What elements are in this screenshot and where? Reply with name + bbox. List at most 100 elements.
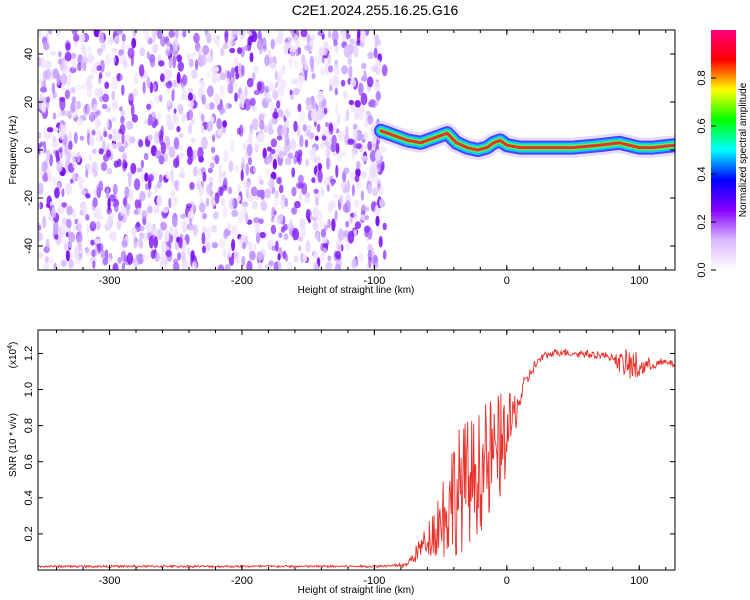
heatmap-cell xyxy=(324,140,331,148)
heatmap-cell xyxy=(57,58,62,65)
heatmap-cell xyxy=(317,169,323,183)
heatmap-cell xyxy=(297,149,303,158)
heatmap-cell xyxy=(245,181,251,193)
heatmap-cell xyxy=(165,142,171,151)
y-tick-label: 0.4 xyxy=(23,490,35,505)
heatmap-cell xyxy=(353,229,357,237)
heatmap-cell xyxy=(235,72,240,80)
colorbar-axis: 0.0 0.2 0.4 0.6 0.8 xyxy=(696,70,716,278)
heatmap-cell xyxy=(341,30,347,42)
heatmap-cell xyxy=(211,73,218,84)
heatmap-cell xyxy=(375,215,380,227)
heatmap-cell xyxy=(38,225,42,231)
colorbar-tick-label: 0.0 xyxy=(696,262,708,277)
heatmap-cell xyxy=(38,202,41,210)
heatmap-cell xyxy=(248,193,254,203)
heatmap-cell xyxy=(204,103,210,110)
heatmap-cell xyxy=(330,180,335,187)
heatmap-cell xyxy=(349,216,353,223)
heatmap-cell xyxy=(172,217,178,228)
colorbar-tick-label: 0.6 xyxy=(696,118,708,133)
heatmap-cell xyxy=(201,94,206,105)
heatmap-cell xyxy=(314,135,319,141)
heatmap-cell xyxy=(241,201,249,208)
heatmap-cell xyxy=(249,250,256,261)
heatmap-cell xyxy=(341,65,348,75)
heatmap-cell xyxy=(278,232,283,238)
heatmap-cell xyxy=(272,111,279,119)
heatmap-cell xyxy=(305,240,311,253)
heatmap-cell xyxy=(68,131,72,142)
heatmap-cell xyxy=(237,62,242,73)
heatmap-cell xyxy=(120,250,126,262)
heatmap-cell xyxy=(135,221,141,228)
heatmap-cell xyxy=(246,77,254,88)
heatmap-cell xyxy=(165,229,170,242)
heatmap-cell xyxy=(174,180,179,191)
heatmap-cell xyxy=(162,207,169,214)
heatmap-cell xyxy=(234,57,239,66)
heatmap-cell xyxy=(283,223,289,231)
heatmap-cell xyxy=(218,238,226,248)
heatmap-cell xyxy=(263,125,268,133)
heatmap-cell xyxy=(108,212,114,222)
heatmap-cell xyxy=(58,51,62,58)
heatmap-cell xyxy=(267,123,273,131)
heatmap-cell xyxy=(85,214,90,221)
heatmap-cell xyxy=(187,109,194,121)
heatmap-cell xyxy=(40,81,44,88)
heatmap-cell xyxy=(185,203,193,209)
heatmap-cell xyxy=(363,144,367,151)
heatmap-cell xyxy=(353,45,359,58)
heatmap-cell xyxy=(127,47,135,59)
heatmap-cell xyxy=(117,72,121,82)
heatmap-cell xyxy=(111,90,116,101)
heatmap-cell xyxy=(342,90,348,99)
heatmap-cell xyxy=(368,256,372,269)
heatmap-cell xyxy=(360,204,367,215)
heatmap-cell xyxy=(187,99,194,109)
heatmap-cell xyxy=(229,47,236,54)
heatmap-cell xyxy=(58,96,66,103)
heatmap-cell xyxy=(241,65,245,77)
heatmap-cell xyxy=(319,222,327,228)
y-tick-label: -20 xyxy=(23,190,35,206)
heatmap-cell xyxy=(258,113,265,124)
heatmap-cell xyxy=(88,74,94,80)
heatmap-cell xyxy=(52,175,56,187)
heatmap-cell xyxy=(51,82,56,95)
heatmap-cell xyxy=(76,151,81,163)
heatmap-cell xyxy=(284,133,290,147)
heatmap-cell xyxy=(218,163,222,176)
heatmap-cell xyxy=(241,255,246,267)
heatmap-cell xyxy=(188,58,194,68)
heatmap-cell xyxy=(328,85,333,92)
heatmap-cell xyxy=(237,47,243,54)
heatmap-cell xyxy=(301,53,306,66)
heatmap-cell xyxy=(333,64,340,76)
heatmap-cell xyxy=(176,236,180,243)
heatmap-cell xyxy=(71,57,77,69)
heatmap-cell xyxy=(354,221,362,229)
heatmap-cell xyxy=(367,243,373,253)
heatmap-cell xyxy=(246,143,253,157)
heatmap-cell xyxy=(114,205,119,213)
heatmap-cell xyxy=(315,232,320,241)
heatmap-cell xyxy=(71,30,78,35)
heatmap-cell xyxy=(43,261,50,270)
heatmap-cell xyxy=(98,148,104,155)
heatmap-cell xyxy=(333,39,338,47)
heatmap-cell xyxy=(48,257,54,264)
heatmap-cell xyxy=(120,110,126,116)
heatmap-cell xyxy=(274,37,278,48)
heatmap-cell xyxy=(381,64,388,77)
heatmap-cell xyxy=(98,30,104,44)
heatmap-cell xyxy=(317,162,322,171)
heatmap-cell xyxy=(244,212,249,223)
heatmap-cell xyxy=(150,226,155,235)
heatmap-cell xyxy=(172,79,177,88)
heatmap-cell xyxy=(150,249,156,259)
heatmap-cell xyxy=(349,171,356,182)
heatmap-cell xyxy=(168,197,172,209)
heatmap-cell xyxy=(276,34,283,45)
